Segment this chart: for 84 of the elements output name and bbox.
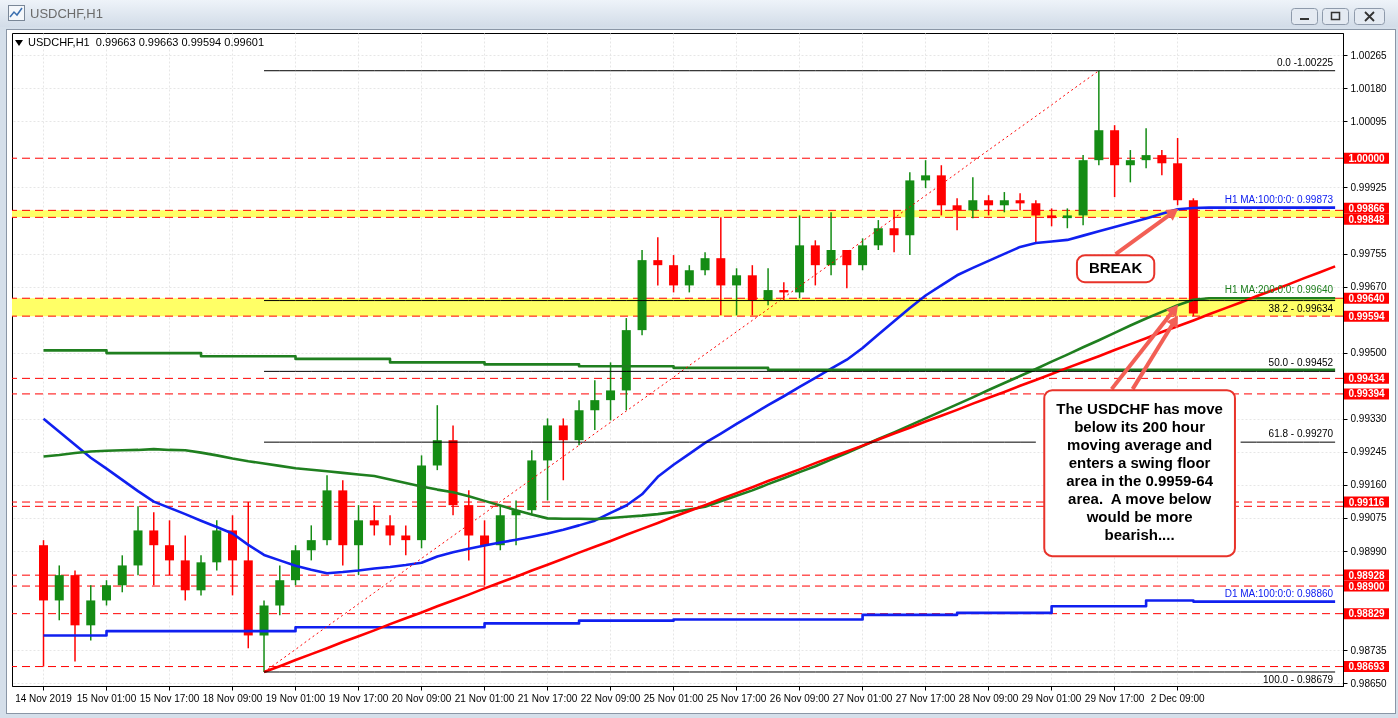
candlestick: [102, 579, 112, 607]
candlestick: [873, 219, 883, 251]
series-label: 0.0 -1.00225: [1276, 56, 1334, 68]
x-tick-label: 25 Nov 17:00: [706, 692, 767, 704]
x-tick-label: 2 Dec 09:00: [1150, 692, 1206, 704]
series-label: 100.0 - 0.98679: [1263, 674, 1334, 685]
y-tick-label: 0.98650: [1350, 677, 1388, 689]
candlestick: [921, 159, 931, 189]
ref-line-label: 0.99594: [1348, 310, 1386, 322]
x-tick-label: 29 Nov 01:00: [1021, 692, 1082, 704]
candlestick: [385, 514, 395, 546]
candlestick: [653, 236, 663, 287]
ref-line-label: 0.99848: [1348, 213, 1386, 225]
candlestick: [1062, 207, 1072, 229]
ref-line-label: 0.99866: [1348, 202, 1386, 214]
candlestick: [1141, 127, 1151, 170]
candlestick: [606, 361, 616, 422]
x-tick-label: 14 Nov 2019: [15, 692, 73, 704]
candlestick: [858, 237, 868, 271]
series-label: 61.8 - 0.99270: [1268, 428, 1334, 440]
candlestick: [968, 176, 978, 219]
candlestick: [826, 211, 836, 277]
annotation: The USDCHF has move below its 200 hour moving average and enters a swing floor area in the 0.9959-64 area. A move below would be more bearish....: [1056, 400, 1223, 544]
annotation: BREAK: [1088, 258, 1143, 276]
candlestick: [117, 554, 127, 594]
ref-line-label: 0.99394: [1348, 388, 1386, 400]
x-tick-label: 25 Nov 01:00: [643, 692, 704, 704]
x-tick-label: 20 Nov 09:00: [391, 692, 452, 704]
ref-line-label: 0.99434: [1348, 372, 1386, 384]
candlestick: [842, 249, 852, 289]
x-tick-label: 28 Nov 09:00: [958, 692, 1019, 704]
x-tick-label: 15 Nov 01:00: [76, 692, 137, 704]
line-series: [42, 206, 1337, 575]
chart-subtitle: USDCHF,H1 0.99663 0.99663 0.99594 0.99601: [28, 36, 265, 48]
y-tick-label: 0.99500: [1350, 347, 1388, 359]
candlestick: [401, 524, 411, 557]
y-tick-label: 0.99160: [1350, 479, 1388, 491]
x-tick-label: 21 Nov 01:00: [454, 692, 515, 704]
ref-line-label: 0.99116: [1348, 496, 1385, 508]
candlestick: [306, 524, 316, 562]
x-tick-label: 21 Nov 17:00: [517, 692, 578, 704]
ref-line-label: 0.98900: [1348, 580, 1386, 592]
x-tick-label: 27 Nov 01:00: [832, 692, 893, 704]
y-tick-label: 1.00180: [1350, 82, 1388, 94]
x-tick-label: 27 Nov 17:00: [895, 692, 956, 704]
series-label: 38.2 - 0.99634: [1268, 302, 1334, 314]
ref-line-label: 0.98693: [1348, 661, 1386, 673]
x-tick-label: 19 Nov 17:00: [328, 692, 389, 704]
y-tick-label: 0.99755: [1350, 248, 1388, 260]
y-tick-label: 0.99245: [1350, 446, 1388, 458]
y-tick-label: 0.99330: [1350, 413, 1388, 425]
chart-title: USDCHF,H1: [30, 6, 103, 21]
candlestick: [732, 267, 742, 317]
y-tick-label: 1.00095: [1350, 115, 1388, 127]
candlestick: [810, 239, 820, 287]
candlestick: [669, 254, 679, 294]
ref-line-label: 1.00000: [1348, 152, 1386, 164]
candlestick: [999, 191, 1009, 214]
candlestick: [590, 379, 600, 431]
y-tick-label: 0.99670: [1350, 281, 1388, 293]
x-tick-label: 29 Nov 17:00: [1084, 692, 1145, 704]
y-tick-label: 0.99925: [1350, 181, 1388, 193]
y-tick-label: 0.98735: [1350, 644, 1388, 656]
candlestick: [1015, 192, 1025, 212]
ref-line-label: 0.98928: [1348, 569, 1386, 581]
ref-line-label: 0.99640: [1348, 292, 1386, 304]
ref-line-label: 0.98829: [1348, 608, 1386, 620]
y-tick-label: 0.98990: [1350, 545, 1388, 557]
x-tick-label: 22 Nov 09:00: [580, 692, 641, 704]
line-series: [42, 296, 1337, 521]
x-tick-label: 19 Nov 01:00: [265, 692, 326, 704]
series-label: 50.0 - 0.99452: [1268, 357, 1334, 369]
candlestick: [558, 417, 568, 482]
candlestick: [700, 251, 710, 277]
y-tick-label: 0.99075: [1350, 512, 1388, 524]
candlestick: [763, 267, 773, 306]
x-tick-label: 15 Nov 17:00: [139, 692, 200, 704]
series-label: D1 MA:100:0:0: 0.98860: [1224, 587, 1334, 599]
y-tick-label: 1.00265: [1350, 49, 1388, 61]
candlestick: [684, 264, 694, 294]
x-tick-label: 18 Nov 09:00: [202, 692, 263, 704]
series-label: H1 MA:100:0:0: 0.99873: [1224, 193, 1334, 205]
candlestick: [1125, 149, 1135, 184]
x-tick-label: 26 Nov 09:00: [769, 692, 830, 704]
